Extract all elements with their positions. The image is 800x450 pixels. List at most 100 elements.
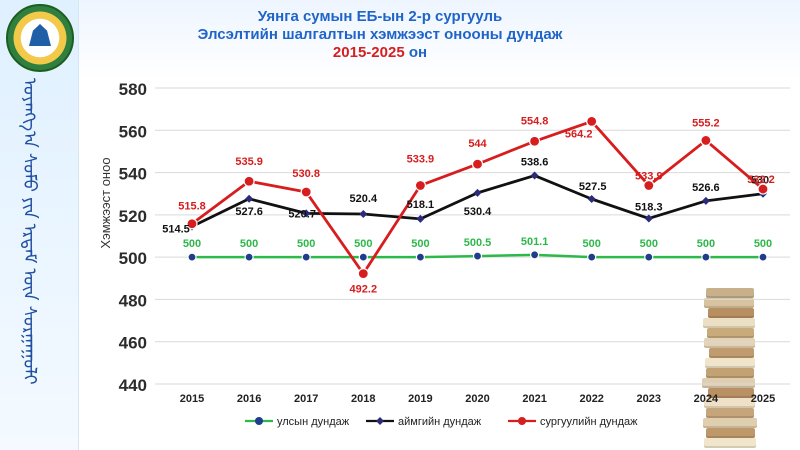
data-label-series-2: 564.2 bbox=[565, 128, 593, 140]
data-label-series-1: 520.7 bbox=[288, 208, 316, 220]
x-tick-label: 2023 bbox=[637, 393, 661, 405]
series-line-1 bbox=[190, 174, 765, 228]
series-marker-2 bbox=[357, 268, 369, 280]
legend-marker-2 bbox=[518, 417, 526, 425]
data-label-series-2: 555.2 bbox=[692, 117, 720, 129]
series-marker-0 bbox=[529, 250, 540, 260]
y-tick-label: 560 bbox=[119, 122, 147, 141]
legend-marker-1 bbox=[376, 417, 384, 425]
data-label-series-1: 527.5 bbox=[579, 181, 607, 193]
data-label-series-2: 515.8 bbox=[178, 201, 206, 213]
series-marker-0 bbox=[472, 251, 483, 261]
series-marker-1 bbox=[644, 214, 653, 223]
y-tick-label: 440 bbox=[119, 376, 147, 395]
legend-label-1: аймгийн дундаж bbox=[398, 416, 482, 428]
y-tick-label: 520 bbox=[119, 207, 147, 226]
left-sidebar: ᠤᠶᠠᠩᠭ᠎ᠠ ᠰᠤᠮᠤ ᠶᠢᠨ ᠡᠷᠳᠡᠮ ᠦᠨ ᠰᠤᠷᠭᠠᠭᠤᠯᠢ bbox=[0, 0, 79, 450]
y-tick-label: 540 bbox=[119, 165, 147, 184]
data-label-series-2: 532.2 bbox=[747, 174, 775, 186]
series-marker-0 bbox=[758, 252, 768, 262]
series-marker-0 bbox=[187, 252, 197, 262]
series-marker-1 bbox=[701, 196, 710, 205]
data-label-series-1: 538.6 bbox=[521, 157, 549, 169]
x-tick-label: 2022 bbox=[579, 393, 603, 405]
books-stack-icon bbox=[702, 288, 758, 448]
series-marker-2 bbox=[243, 175, 255, 187]
data-label-series-1: 520.4 bbox=[350, 193, 378, 205]
data-label-series-1: 530.4 bbox=[464, 206, 492, 218]
series-marker-0 bbox=[301, 252, 311, 262]
data-label-series-0: 500 bbox=[240, 238, 258, 250]
x-tick-label: 2015 bbox=[180, 393, 204, 405]
data-label-series-1: 514.5 bbox=[162, 223, 190, 235]
series-marker-0 bbox=[587, 252, 597, 262]
data-label-series-2: 492.2 bbox=[350, 284, 378, 296]
data-label-series-2: 535.9 bbox=[235, 156, 263, 168]
series-marker-2 bbox=[757, 183, 769, 195]
series-marker-0 bbox=[415, 252, 425, 262]
series-marker-0 bbox=[244, 252, 254, 262]
x-tick-label: 2016 bbox=[237, 393, 261, 405]
title-line-3: 2015-2025 он bbox=[150, 44, 610, 62]
data-label-series-0: 500 bbox=[583, 238, 601, 250]
data-label-series-0: 500.5 bbox=[464, 237, 492, 249]
y-axis-label: Хэмжээст оноо bbox=[98, 157, 113, 248]
y-tick-label: 500 bbox=[119, 249, 147, 268]
title-years: 2015-2025 bbox=[332, 44, 405, 61]
data-label-series-0: 501.1 bbox=[521, 236, 549, 248]
legend-label-2: сургуулийн дундаж bbox=[540, 416, 638, 428]
series-marker-1 bbox=[245, 194, 254, 203]
title-line-2: Элсэлтийн шалгалтын хэмжээст онооны дунд… bbox=[197, 26, 563, 43]
title-line-1: Уянга сумын ЕБ-ын 2-р сургууль bbox=[257, 8, 503, 25]
y-tick-label: 460 bbox=[119, 334, 147, 353]
data-label-series-1: 530 bbox=[751, 175, 769, 187]
y-tick-label: 580 bbox=[119, 80, 147, 99]
series-marker-1 bbox=[473, 188, 482, 197]
data-label-series-0: 500 bbox=[183, 238, 201, 250]
data-label-series-2: 533.9 bbox=[635, 170, 663, 182]
x-tick-label: 2017 bbox=[294, 393, 318, 405]
title-suffix: он bbox=[408, 44, 428, 61]
chart-title: Уянга сумын ЕБ-ын 2-р сургууль Элсэлтийн… bbox=[150, 8, 610, 62]
legend-marker-0 bbox=[255, 417, 263, 425]
series-marker-2 bbox=[586, 115, 598, 128]
data-label-series-2: 530.8 bbox=[292, 168, 320, 180]
series-marker-2 bbox=[186, 218, 198, 230]
x-tick-label: 2020 bbox=[465, 393, 489, 405]
data-label-series-2: 554.8 bbox=[521, 115, 549, 127]
y-tick-label: 480 bbox=[119, 291, 147, 310]
series-marker-2 bbox=[414, 179, 426, 192]
x-tick-label: 2018 bbox=[351, 393, 375, 405]
data-label-series-0: 500 bbox=[354, 238, 372, 250]
series-marker-1 bbox=[359, 210, 368, 219]
x-tick-label: 2024 bbox=[694, 393, 719, 405]
series-marker-2 bbox=[471, 158, 484, 170]
data-label-series-0: 500 bbox=[411, 238, 429, 250]
x-tick-label: 2021 bbox=[522, 393, 546, 405]
series-marker-1 bbox=[587, 195, 596, 203]
data-label-series-2: 533.9 bbox=[407, 153, 435, 165]
data-label-series-1: 526.6 bbox=[692, 182, 720, 194]
series-marker-0 bbox=[358, 252, 368, 262]
data-label-series-0: 500 bbox=[754, 238, 772, 250]
series-marker-2 bbox=[528, 135, 541, 147]
data-label-series-0: 500 bbox=[697, 238, 715, 250]
data-label-series-2: 544 bbox=[468, 138, 487, 150]
mongolian-script-text: ᠤᠶᠠᠩᠭ᠎ᠠ ᠰᠤᠮᠤ ᠶᠢᠨ ᠡᠷᠳᠡᠮ ᠦᠨ ᠰᠤᠷᠭᠠᠭᠤᠯᠢ bbox=[20, 78, 40, 385]
series-marker-0 bbox=[644, 252, 654, 262]
series-marker-1 bbox=[416, 214, 425, 223]
data-label-series-1: 518.1 bbox=[407, 199, 435, 211]
series-marker-1 bbox=[302, 209, 311, 218]
x-tick-label: 2019 bbox=[408, 393, 432, 405]
x-tick-label: 2025 bbox=[751, 393, 775, 405]
data-label-series-1: 527.6 bbox=[235, 206, 263, 218]
logo-emblem-icon bbox=[29, 24, 51, 46]
data-label-series-0: 500 bbox=[297, 238, 315, 250]
data-label-series-0: 500 bbox=[640, 238, 658, 250]
series-marker-2 bbox=[300, 186, 312, 198]
series-marker-0 bbox=[701, 252, 711, 262]
legend-label-0: улсын дундаж bbox=[277, 416, 350, 428]
series-marker-2 bbox=[700, 134, 712, 147]
school-logo-icon bbox=[6, 4, 74, 72]
